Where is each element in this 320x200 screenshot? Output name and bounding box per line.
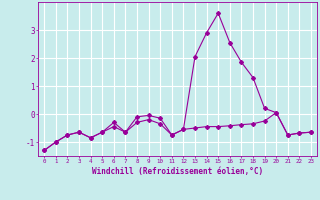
X-axis label: Windchill (Refroidissement éolien,°C): Windchill (Refroidissement éolien,°C) (92, 167, 263, 176)
